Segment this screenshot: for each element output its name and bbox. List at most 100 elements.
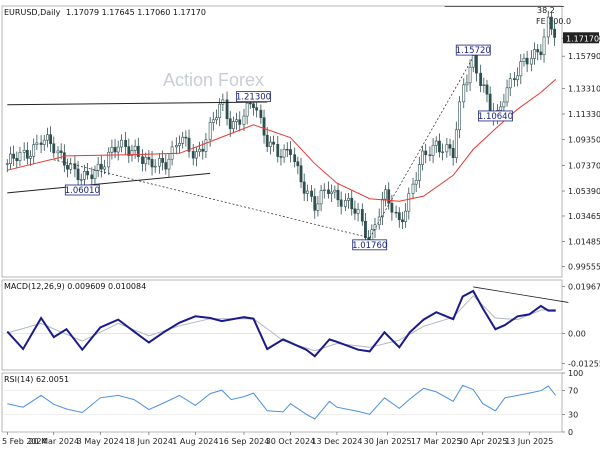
price-annotation-label: 1.06010 [65, 186, 100, 196]
last-price-label: 1.17170 [566, 34, 599, 43]
candle-body [397, 212, 401, 221]
candle-body [18, 152, 22, 162]
candle-body [516, 75, 520, 81]
candle-body [502, 101, 506, 108]
candle-body [505, 87, 509, 103]
candle-body [228, 118, 232, 129]
candle-body [441, 151, 445, 153]
candle-body [350, 197, 354, 210]
candle-body [296, 161, 300, 167]
candle-body [62, 152, 66, 166]
candle-body [330, 191, 334, 194]
candle-body [35, 142, 39, 145]
candle-body [316, 203, 320, 211]
candle-body [218, 103, 222, 119]
candle-body [293, 154, 297, 163]
rsi-label: RSI(14) 62.0051 [4, 375, 69, 384]
candle-body [107, 151, 111, 168]
candle-body [147, 157, 151, 160]
candle-body [201, 148, 205, 152]
candle-body [482, 84, 486, 86]
candle-body [198, 148, 201, 153]
candle-body [431, 144, 435, 156]
candle-body [187, 137, 191, 152]
candle-body [508, 78, 512, 89]
candle-body [353, 208, 357, 214]
candle-body [360, 209, 364, 222]
candle-body [272, 141, 275, 145]
time-tick-label: 3 May 2024 [77, 437, 124, 446]
fib-level-label: FE 100.0 [536, 17, 571, 26]
candle-body [141, 156, 144, 164]
candle-body [333, 189, 337, 193]
candle-body [533, 49, 536, 59]
candle-body [133, 145, 137, 151]
price-annotation-box [478, 110, 513, 122]
candle-body [215, 117, 218, 121]
rsi-tick-label: 30 [568, 410, 578, 419]
candle-body [424, 150, 428, 156]
time-tick-label: 20 Mar 2024 [28, 437, 79, 446]
candle-body [242, 115, 246, 125]
candle-body [310, 190, 313, 197]
time-tick-label: 16 Sep 2024 [219, 437, 270, 446]
candle-body [513, 78, 516, 81]
candle-body [262, 117, 266, 136]
candle-body [49, 134, 53, 145]
candle-body [550, 16, 553, 30]
candle-body [519, 61, 523, 77]
candle-body [144, 157, 148, 164]
candle-body [417, 164, 421, 181]
pane-frame [1, 279, 563, 371]
candle-body [414, 180, 418, 185]
time-tick-label: 17 Mar 2025 [411, 437, 462, 446]
price-tick-label: 1.15790 [568, 52, 600, 61]
rsi-line [7, 384, 557, 420]
candle-body [113, 147, 117, 153]
candle-body [12, 153, 16, 159]
candle-body [387, 189, 391, 204]
candle-body [546, 16, 550, 38]
candle-body [390, 202, 394, 213]
candle-body [255, 107, 259, 111]
candle-body [485, 84, 489, 95]
candle-body [150, 159, 154, 168]
candle-body [299, 165, 303, 183]
candle-body [124, 139, 128, 147]
candle-body [279, 156, 283, 158]
candle-body [522, 57, 526, 62]
candle-body [276, 143, 280, 157]
price-tick-label: 1.05390 [568, 187, 600, 196]
candle-body [22, 149, 26, 153]
candle-body [90, 174, 94, 180]
candle-body [451, 147, 455, 159]
candle-body [235, 119, 238, 122]
candle-body [245, 102, 249, 117]
candle-body [208, 122, 212, 141]
time-tick-label: 30 Apr 2025 [458, 437, 507, 446]
candle-body [5, 163, 9, 165]
candle-body [536, 49, 540, 53]
fib-top-label: 38.2 [537, 6, 555, 15]
candle-body [465, 82, 469, 86]
candle-body [130, 150, 134, 156]
price-tick-label: 0.99555 [568, 263, 600, 272]
time-tick-label: 30 Oct 2024 [266, 437, 315, 446]
candle-body [401, 219, 404, 222]
candle-body [119, 139, 123, 148]
candle-body [394, 211, 398, 214]
candle-body [46, 134, 49, 141]
candle-body [445, 144, 449, 153]
candle-body [225, 99, 229, 120]
price-annotation-box [236, 91, 271, 103]
rsi-pane: 100 70 30 0 RSI(14) 62.0051 [1, 369, 583, 437]
time-tick-label: 13 Jun 2025 [505, 437, 553, 446]
candle-body [181, 136, 185, 144]
candle-body [69, 163, 73, 170]
candle-body [282, 148, 286, 158]
candle-body [448, 144, 452, 149]
candle-body [59, 150, 63, 154]
